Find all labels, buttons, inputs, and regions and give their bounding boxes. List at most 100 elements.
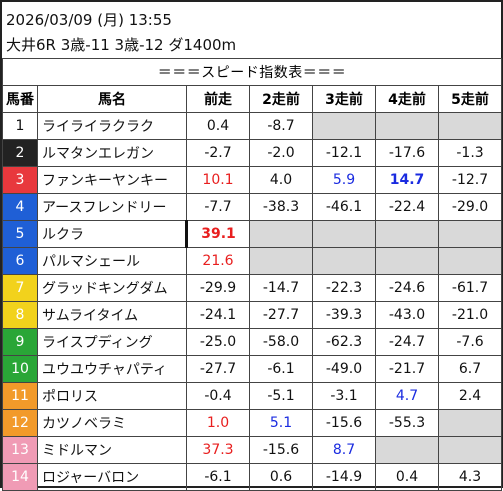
empty-cell: [312, 247, 376, 275]
speed-index-value: -21.7: [375, 355, 439, 383]
empty-cell: [375, 436, 439, 464]
speed-index-value: -8.7: [249, 112, 313, 140]
speed-index-value: 4.3: [437, 463, 503, 491]
speed-index-value: -61.7: [437, 274, 503, 302]
speed-index-value: -5.1: [249, 382, 313, 410]
horse-name: ポロリス: [37, 382, 187, 410]
table-row: 10 ユウユウチャパティ -27.7 -6.1 -49.0 -21.7 6.7: [2, 355, 503, 383]
speed-index-table: ＝＝＝スピード指数表＝＝＝ 馬番 馬名 前走 2走前 3走前 4走前 5走前 1 ライライラク…: [1, 58, 503, 491]
race-datetime: 2026/03/09 (月) 13:55: [6, 11, 172, 29]
speed-index-value: 37.3: [186, 436, 250, 464]
speed-index-value: -27.7: [186, 355, 250, 383]
table-title-row: ＝＝＝スピード指数表＝＝＝: [1, 58, 503, 86]
table-row: 4 アースフレンドリー -7.7 -38.3 -46.1 -22.4 -29.0: [2, 193, 503, 221]
column-header: 馬番: [2, 85, 38, 113]
empty-cell: [249, 220, 313, 248]
horse-number: 12: [2, 409, 38, 437]
speed-index-value: -7.6: [437, 328, 503, 356]
speed-index-value: -2.0: [249, 139, 313, 167]
horse-name: ライライラクラク: [37, 112, 187, 140]
speed-index-value: 2.4: [437, 382, 503, 410]
horse-number: 6: [2, 247, 38, 275]
table-body: 1 ライライラクラク 0.4 -8.7 2 ルマタンエレガン -2.7 -2.0 -12.1 -1…: [2, 112, 503, 491]
table-row: 2 ルマタンエレガン -2.7 -2.0 -12.1 -17.6 -1.3: [2, 139, 503, 167]
empty-cell: [312, 112, 376, 140]
horse-name: ユウユウチャパティ: [37, 355, 187, 383]
empty-cell: [437, 436, 503, 464]
horse-number: 8: [2, 301, 38, 329]
speed-index-value: 5.9: [312, 166, 376, 194]
table-row: 1 ライライラクラク 0.4 -8.7: [2, 112, 503, 140]
column-header: 馬名: [37, 85, 187, 113]
speed-index-value: -15.6: [312, 409, 376, 437]
speed-index-value: 4.0: [249, 166, 313, 194]
speed-index-value: -38.3: [249, 193, 313, 221]
speed-index-value: 4.7: [375, 382, 439, 410]
horse-name: ルクラ: [37, 220, 187, 248]
horse-name: サムライタイム: [37, 301, 187, 329]
speed-index-value: -29.0: [437, 193, 503, 221]
horse-number: 5: [2, 220, 38, 248]
speed-index-value: -24.6: [375, 274, 439, 302]
speed-index-value: -12.7: [437, 166, 503, 194]
speed-index-value: -62.3: [312, 328, 376, 356]
speed-index-value: 10.1: [186, 166, 250, 194]
speed-index-value: -21.0: [437, 301, 503, 329]
horse-number: 14: [2, 463, 38, 491]
speed-index-value: 8.7: [312, 436, 376, 464]
table-row: 8 サムライタイム -24.1 -27.7 -39.3 -43.0 -21.0: [2, 301, 503, 329]
speed-index-value: -17.6: [375, 139, 439, 167]
speed-index-value: 21.6: [186, 247, 250, 275]
speed-index-value: -1.3: [437, 139, 503, 167]
speed-index-value: 6.7: [437, 355, 503, 383]
horse-name: ライスプディング: [37, 328, 187, 356]
table-row: 12 カツノベラミ 1.0 5.1 -15.6 -55.3: [2, 409, 503, 437]
speed-index-value: -55.3: [375, 409, 439, 437]
speed-index-value: -7.7: [186, 193, 250, 221]
table-row: 11 ポロリス -0.4 -5.1 -3.1 4.7 2.4: [2, 382, 503, 410]
race-info: 大井6R 3歳-11 3歳-12 ダ1400m: [6, 36, 237, 54]
speed-index-value: 0.4: [186, 112, 250, 140]
horse-name: アースフレンドリー: [37, 193, 187, 221]
speed-index-value: -43.0: [375, 301, 439, 329]
horse-number: 1: [2, 112, 38, 140]
empty-cell: [437, 112, 503, 140]
empty-cell: [375, 220, 439, 248]
speed-index-value: -3.1: [312, 382, 376, 410]
speed-index-value: -6.1: [186, 463, 250, 491]
horse-name: ファンキーヤンキー: [37, 166, 187, 194]
horse-number: 10: [2, 355, 38, 383]
column-header: 前走: [186, 85, 250, 113]
horse-number: 2: [2, 139, 38, 167]
horse-name: グラッドキングダム: [37, 274, 187, 302]
speed-index-value: 5.1: [249, 409, 313, 437]
speed-index-value: -58.0: [249, 328, 313, 356]
column-header: 5走前: [437, 85, 503, 113]
speed-index-value: -6.1: [249, 355, 313, 383]
column-header-row: 馬番 馬名 前走 2走前 3走前 4走前 5走前: [2, 85, 503, 113]
horse-number: 4: [2, 193, 38, 221]
speed-index-value: -22.3: [312, 274, 376, 302]
speed-index-value: -14.7: [249, 274, 313, 302]
speed-index-value: -27.7: [249, 301, 313, 329]
speed-index-value: -15.6: [249, 436, 313, 464]
speed-index-value: 1.0: [186, 409, 250, 437]
horse-name: パルマシェール: [37, 247, 187, 275]
table-row: 5 ルクラ 39.1: [2, 220, 503, 248]
speed-index-value: -2.7: [186, 139, 250, 167]
empty-cell: [437, 247, 503, 275]
column-header: 4走前: [375, 85, 439, 113]
horse-number: 9: [2, 328, 38, 356]
column-header: 2走前: [249, 85, 313, 113]
speed-index-value: -22.4: [375, 193, 439, 221]
horse-name: カツノベラミ: [37, 409, 187, 437]
empty-cell: [375, 247, 439, 275]
table-row: 13 ミドルマン 37.3 -15.6 8.7: [2, 436, 503, 464]
empty-cell: [249, 247, 313, 275]
horse-number: 13: [2, 436, 38, 464]
speed-index-value: -12.1: [312, 139, 376, 167]
speed-index-value: -39.3: [312, 301, 376, 329]
column-header: 3走前: [312, 85, 376, 113]
table-row: 3 ファンキーヤンキー 10.1 4.0 5.9 14.7 -12.7: [2, 166, 503, 194]
